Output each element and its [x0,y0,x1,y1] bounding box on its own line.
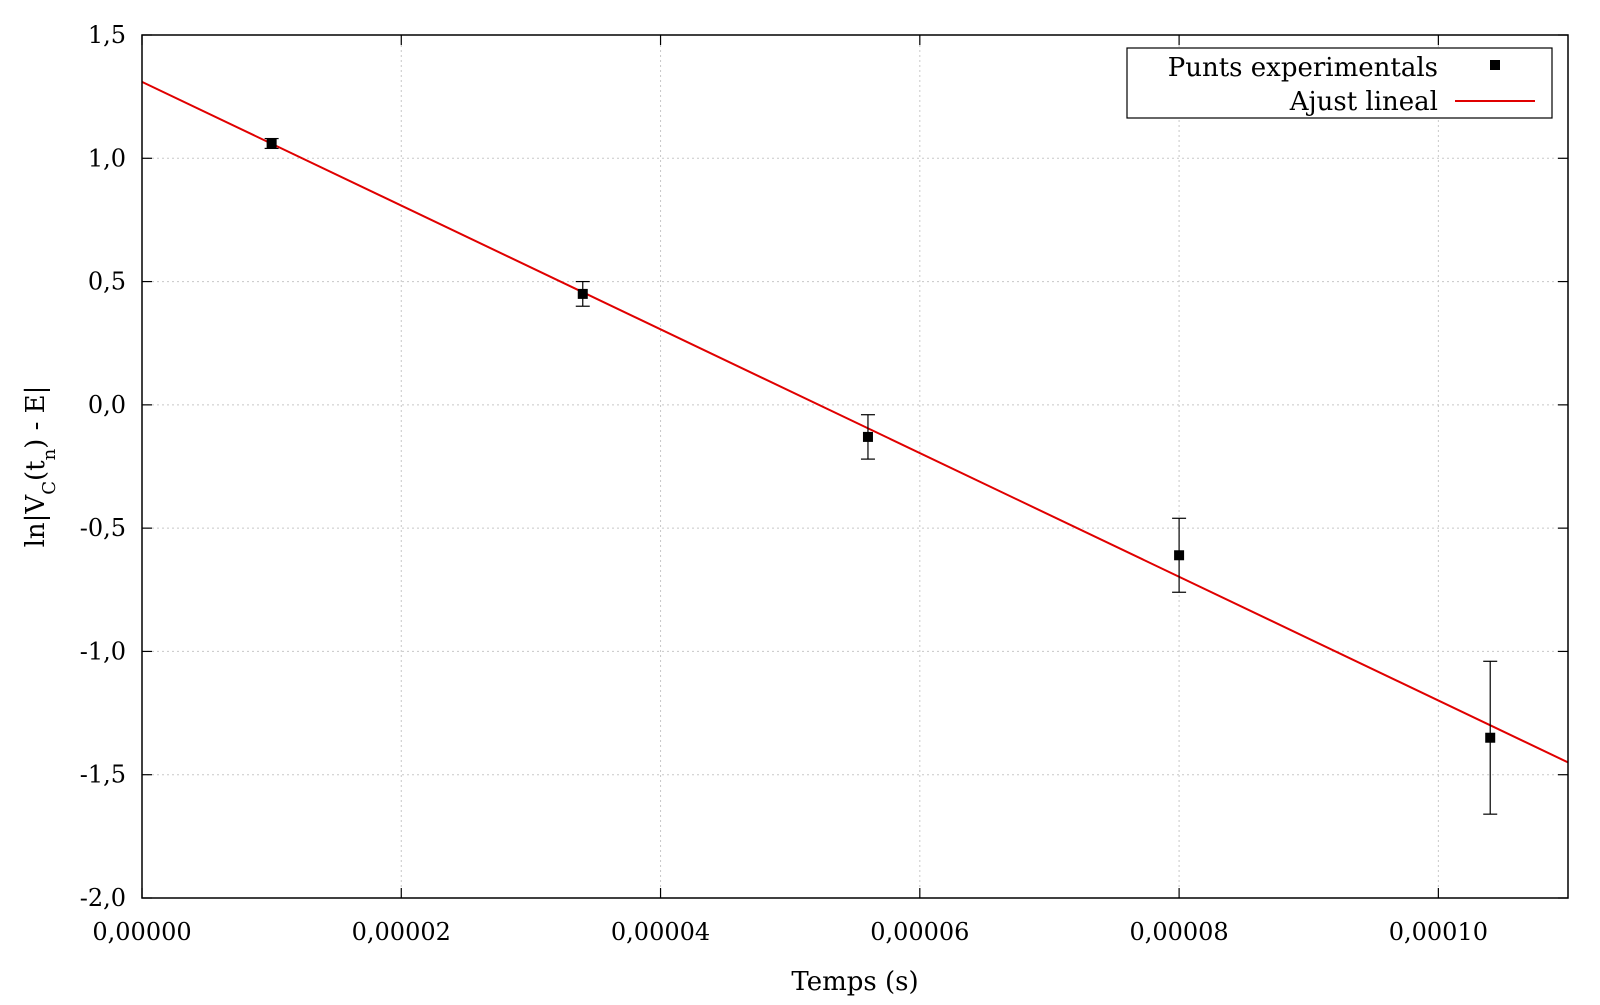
y-axis-title-sub2: n [39,448,60,460]
legend-label-points: Punts experimentals [1168,53,1438,83]
data-point [266,138,277,149]
legend-marker-points [1490,60,1500,70]
legend: Punts experimentals Ajust lineal [1126,47,1553,119]
x-tick-label: 0,00006 [870,918,969,946]
y-tick-label: -1,5 [80,761,126,789]
y-axis-title: ln|VC(tn) - E| [21,386,60,548]
tick-labels: 0,00000 0,00002 0,00004 0,00006 0,00008 0,000… [80,21,1488,946]
y-tick-label: -0,5 [80,514,126,542]
y-axis-title-prefix: ln|V [21,494,51,548]
data-point [1485,732,1496,743]
y-tick-label: 0,5 [88,268,126,296]
x-axis-title: Temps (s) [791,967,918,997]
x-tick-label: 0,00008 [1129,918,1228,946]
y-axis-title-suffix: ) - E| [21,386,51,449]
y-tick-label: 1,5 [88,21,126,49]
data-point [862,431,873,442]
y-axis-title-sub1: C [39,481,60,495]
y-tick-label: -1,0 [80,637,126,665]
y-tick-label: 0,0 [88,391,126,419]
y-tick-label: -2,0 [80,884,126,912]
x-tick-label: 0,00010 [1389,918,1488,946]
fit-line-layer [141,80,1569,764]
legend-label-fit: Ajust lineal [1289,87,1438,117]
y-axis-title-mid: (t [21,460,51,481]
data-point [1174,550,1185,561]
fit-line [141,80,1569,764]
grid [141,34,1568,899]
plot-frame [141,34,1569,899]
legend-box [1126,47,1553,119]
x-tick-label: 0,00000 [92,918,191,946]
y-tick-label: 1,0 [88,144,126,172]
data-point [577,288,588,299]
axis-ticks [141,34,1568,899]
x-tick-label: 0,00004 [611,918,710,946]
data-points-layer [264,137,1498,815]
x-tick-label: 0,00002 [352,918,451,946]
